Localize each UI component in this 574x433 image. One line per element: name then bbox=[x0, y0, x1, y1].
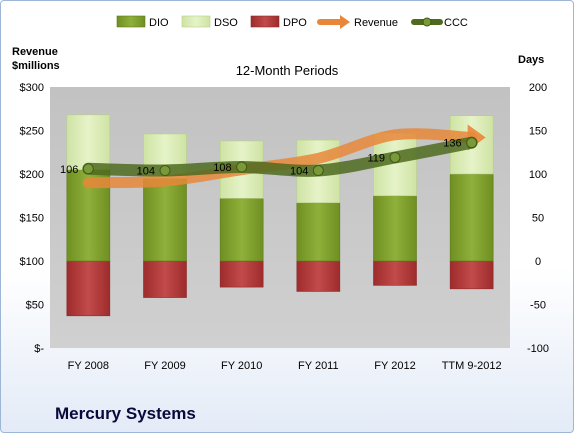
right-axis-label: Days bbox=[518, 54, 544, 66]
company-name: Mercury Systems bbox=[55, 404, 196, 423]
legend-label: DIO bbox=[149, 17, 169, 29]
axes: $- $50 $100 $150 $200 $250 $300 -100 -50 0 50 100 15… bbox=[20, 82, 550, 372]
bar-dpo bbox=[373, 260, 417, 286]
ccc-marker bbox=[82, 163, 94, 175]
bar-dpo bbox=[66, 260, 111, 317]
ccc-marker bbox=[466, 137, 478, 149]
left-tick-label: $50 bbox=[26, 300, 44, 312]
plot-area bbox=[50, 87, 510, 348]
ccc-marker bbox=[389, 151, 401, 163]
ccc-data-label: 108 bbox=[213, 162, 231, 174]
left-tick-label: $200 bbox=[20, 169, 44, 181]
left-axis-label-line1: Revenue bbox=[12, 46, 58, 58]
left-tick-label: $150 bbox=[20, 213, 44, 225]
left-tick-label: $- bbox=[34, 343, 44, 355]
bar-dio bbox=[449, 173, 494, 262]
ccc-marker bbox=[312, 165, 324, 177]
bar-dpo bbox=[296, 260, 341, 292]
ccc-line bbox=[82, 136, 478, 177]
ccc-data-label: 106 bbox=[60, 164, 78, 176]
legend-label: CCC bbox=[444, 17, 468, 29]
category-label: FY 2012 bbox=[374, 360, 415, 372]
ccc-data-label: 136 bbox=[443, 138, 461, 150]
category-label: FY 2008 bbox=[68, 360, 109, 372]
ccc-marker bbox=[236, 161, 248, 173]
left-tick-label: $250 bbox=[20, 126, 44, 138]
bars bbox=[66, 114, 494, 317]
right-tick-label: 150 bbox=[529, 126, 547, 138]
legend-label: Revenue bbox=[354, 17, 398, 29]
right-tick-label: 50 bbox=[532, 213, 544, 225]
left-axis-label-line2: $millions bbox=[12, 60, 60, 72]
bar-dio bbox=[373, 195, 417, 262]
category-label: FY 2011 bbox=[298, 360, 339, 372]
legend-swatch bbox=[250, 15, 280, 28]
bar-dpo bbox=[219, 260, 264, 288]
ccc-data-label: 104 bbox=[137, 166, 155, 178]
legend: DIO DSO DPO Revenue CCC bbox=[116, 15, 468, 29]
legend-revenue-arrowhead bbox=[340, 15, 350, 29]
lines: 106 104 108 104 119 136 bbox=[60, 124, 486, 189]
bar-dso bbox=[66, 114, 111, 170]
category-label: FY 2010 bbox=[221, 360, 262, 372]
right-tick-label: 200 bbox=[529, 82, 547, 94]
ccc-marker bbox=[159, 165, 171, 177]
bar-dpo bbox=[449, 260, 494, 290]
legend-ccc-marker bbox=[422, 17, 432, 27]
legend-label: DPO bbox=[283, 17, 307, 29]
bar-dpo bbox=[143, 260, 187, 298]
legend-swatch bbox=[116, 15, 146, 28]
ccc-data-label: 104 bbox=[290, 166, 308, 178]
chart-title: 12-Month Periods bbox=[236, 63, 339, 78]
right-tick-label: -100 bbox=[527, 343, 549, 355]
legend-label: DSO bbox=[214, 17, 238, 29]
bar-dio bbox=[219, 198, 264, 262]
left-tick-label: $100 bbox=[20, 256, 44, 268]
category-label: TTM 9-2012 bbox=[442, 360, 502, 372]
left-tick-label: $300 bbox=[20, 82, 44, 94]
right-tick-label: -50 bbox=[530, 300, 546, 312]
bar-dio bbox=[296, 202, 341, 262]
right-tick-label: 0 bbox=[535, 256, 541, 268]
bar-dio bbox=[143, 178, 187, 262]
legend-swatch bbox=[181, 15, 211, 28]
right-tick-label: 100 bbox=[529, 169, 547, 181]
ccc-data-label: 119 bbox=[367, 152, 385, 164]
category-label: FY 2009 bbox=[144, 360, 185, 372]
